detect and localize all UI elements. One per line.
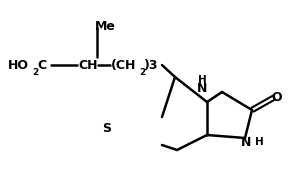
Text: 2: 2 [139, 68, 145, 77]
Text: O: O [271, 90, 281, 103]
Text: S: S [102, 122, 112, 134]
Text: (CH: (CH [111, 58, 136, 71]
Text: 2: 2 [32, 68, 38, 77]
Text: Me: Me [95, 20, 115, 33]
Text: HO: HO [8, 58, 29, 71]
Text: C: C [37, 58, 46, 71]
Text: )3: )3 [144, 58, 158, 71]
Text: H: H [198, 75, 206, 85]
Text: N: N [197, 82, 207, 95]
Text: H: H [255, 137, 264, 147]
Text: N: N [241, 135, 251, 149]
Text: CH: CH [78, 58, 98, 71]
